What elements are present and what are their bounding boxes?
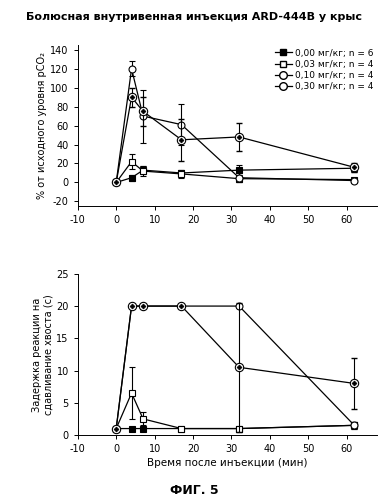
Legend: 0,00 мг/кг; n = 6, 0,03 мг/кг; n = 4, 0,10 мг/кг; n = 4, 0,30 мг/кг; n = 4: 0,00 мг/кг; n = 6, 0,03 мг/кг; n = 4, 0,… <box>273 47 375 93</box>
Text: ФИГ. 5: ФИГ. 5 <box>170 484 219 498</box>
Text: Болюсная внутривенная инъекция ARD-444B у крыс: Болюсная внутривенная инъекция ARD-444B … <box>26 12 363 22</box>
X-axis label: Время после инъекции (мин): Время после инъекции (мин) <box>147 458 308 468</box>
Y-axis label: Задержка реакции на
сдавливание хвоста (с): Задержка реакции на сдавливание хвоста (… <box>32 294 54 415</box>
Y-axis label: % от исходного уровня рСО₂: % от исходного уровня рСО₂ <box>37 52 47 199</box>
